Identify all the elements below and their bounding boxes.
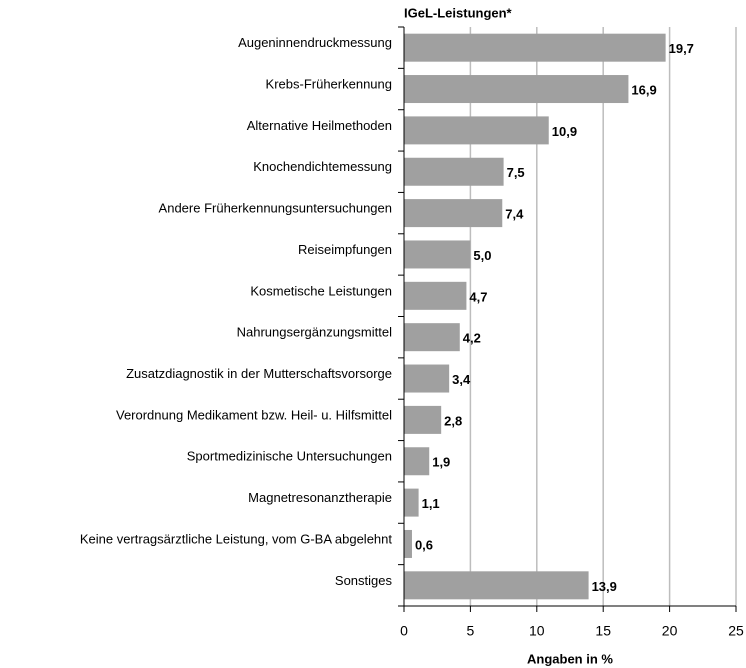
bar (404, 405, 442, 434)
y-tick-label: Andere Früherkennungsuntersuchungen (159, 201, 392, 216)
y-tick-label: Sonstiges (335, 573, 393, 588)
bar (404, 364, 450, 393)
bar (404, 157, 504, 186)
value-label: 16,9 (631, 82, 656, 97)
x-tick-label: 0 (400, 623, 408, 639)
value-label: 4,7 (469, 289, 487, 304)
y-tick-label: Sportmedizinische Untersuchungen (187, 449, 392, 464)
bar (404, 447, 430, 476)
bar (404, 199, 503, 228)
y-tick-label: Nahrungsergänzungsmittel (237, 325, 392, 340)
x-axis-label: Angaben in % (527, 651, 613, 666)
bar (404, 240, 471, 269)
bar (404, 571, 589, 600)
value-label: 2,8 (444, 413, 462, 428)
y-tick-label: Verordnung Medikament bzw. Heil- u. Hilf… (116, 407, 392, 422)
bar (404, 488, 419, 517)
value-label: 7,4 (505, 207, 524, 222)
y-tick-label: Zusatzdiagnostik in der Mutterschaftsvor… (126, 366, 392, 381)
value-label: 4,2 (463, 331, 481, 346)
value-label: 10,9 (552, 124, 577, 139)
y-tick-label: Krebs-Früherkennung (266, 76, 392, 91)
y-tick-label: Kosmetische Leistungen (250, 283, 392, 298)
value-label: 13,9 (592, 579, 617, 594)
x-tick-label: 15 (595, 623, 611, 639)
bar (404, 281, 467, 310)
value-label: 19,7 (669, 41, 694, 56)
x-tick-label: 20 (662, 623, 678, 639)
bar (404, 323, 460, 352)
value-label: 1,1 (422, 496, 440, 511)
value-label: 5,0 (473, 248, 491, 263)
bar (404, 33, 666, 62)
bar (404, 75, 629, 104)
value-label: 1,9 (432, 455, 450, 470)
y-tick-label: Augeninnendruckmessung (238, 35, 392, 50)
value-label: 0,6 (415, 537, 433, 552)
y-tick-label: Knochendichtemessung (253, 159, 392, 174)
x-tick-label: 5 (467, 623, 475, 639)
chart-title: IGeL-Leistungen* (404, 5, 513, 20)
bar (404, 116, 549, 145)
y-tick-label: Reiseimpfungen (298, 242, 392, 257)
x-tick-label: 25 (728, 623, 744, 639)
bar (404, 529, 412, 558)
y-tick-label: Keine vertragsärztliche Leistung, vom G-… (80, 531, 393, 546)
value-label: 3,4 (452, 372, 471, 387)
y-tick-label: Alternative Heilmethoden (247, 118, 392, 133)
value-label: 7,5 (507, 165, 525, 180)
x-tick-label: 10 (529, 623, 545, 639)
y-tick-label: Magnetresonanztherapie (248, 490, 392, 505)
